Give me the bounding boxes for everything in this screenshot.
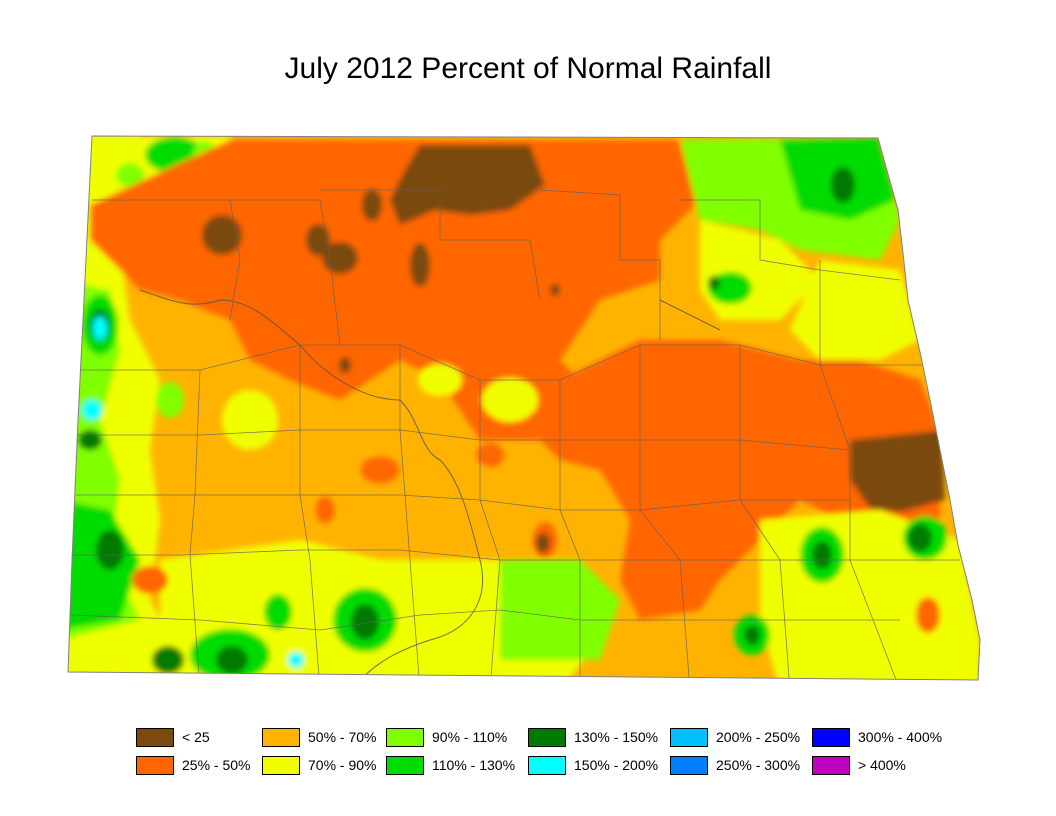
county-boundaries xyxy=(69,189,960,680)
state-outline xyxy=(67,135,981,681)
rainfall-surface xyxy=(68,136,980,680)
map-title: July 2012 Percent of Normal Rainfall xyxy=(284,52,772,85)
